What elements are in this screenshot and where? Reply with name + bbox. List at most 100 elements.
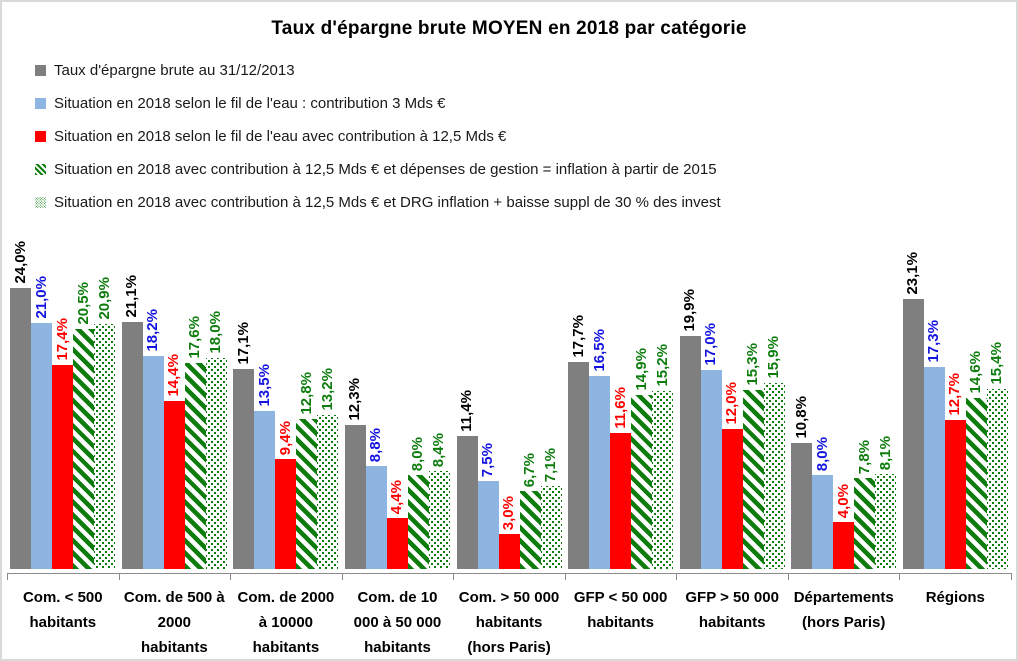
- value-label: 23,1%: [904, 252, 922, 295]
- bar-series-4: 15,3%: [742, 343, 764, 569]
- legend-item: Situation en 2018 selon le fil de l'eau …: [35, 126, 721, 147]
- value-label: 7,5%: [479, 442, 497, 477]
- value-label: 14,6%: [967, 351, 985, 394]
- axis-tick: [341, 573, 343, 580]
- bar-series-2: 8,8%: [365, 428, 387, 569]
- value-label: 17,0%: [702, 323, 720, 366]
- bar-series-5: 15,2%: [652, 344, 674, 569]
- bar-group: 17,7% 16,5% 11,6% 14,9% 15,2%: [565, 315, 677, 569]
- legend-swatch-series-5: [35, 197, 46, 208]
- bar-series-2: 8,0%: [812, 437, 834, 569]
- value-label: 15,4%: [988, 342, 1006, 385]
- value-label: 8,0%: [813, 436, 831, 471]
- value-label: 11,4%: [458, 390, 476, 432]
- value-label: 20,5%: [74, 282, 92, 325]
- bar-series-3: 9,4%: [275, 421, 297, 569]
- legend-series-label: Taux d'épargne brute au 31/12/2013: [54, 62, 295, 79]
- value-label: 12,8%: [297, 372, 315, 415]
- value-label: 8,4%: [430, 432, 448, 467]
- value-label: 24,0%: [11, 241, 29, 284]
- bar-series-5: 13,2%: [317, 368, 339, 569]
- value-label: 15,3%: [744, 343, 762, 386]
- legend-swatch-series-2: [35, 98, 46, 109]
- bar-series-1: 23,1%: [902, 252, 924, 569]
- bar-series-1: 11,4%: [456, 390, 478, 569]
- legend-item: Situation en 2018 avec contribution à 12…: [35, 159, 721, 180]
- bar-series-4: 8,0%: [407, 437, 429, 569]
- value-label: 3,0%: [500, 495, 518, 530]
- bar-series-2: 17,3%: [923, 320, 945, 569]
- value-label: 21,0%: [32, 276, 50, 319]
- value-label: 16,5%: [590, 329, 608, 372]
- value-label: 19,9%: [681, 289, 699, 332]
- bar-series-4: 14,9%: [631, 348, 653, 569]
- bar-group: 10,8% 8,0% 4,0% 7,8% 8,1%: [788, 396, 900, 569]
- bar-series-2: 18,2%: [142, 309, 164, 569]
- value-label: 15,9%: [765, 336, 783, 379]
- category-label: GFP > 50 000 habitants: [685, 589, 779, 631]
- x-axis: [7, 573, 1012, 580]
- bar-series-5: 8,1%: [875, 436, 897, 569]
- bar-group: 23,1% 17,3% 12,7% 14,6% 15,4%: [900, 252, 1012, 569]
- value-label: 17,6%: [186, 316, 204, 359]
- category-labels: Com. < 500 habitants Com. de 500 à 2000 h…: [7, 585, 1011, 659]
- bar-series-3: 14,4%: [163, 354, 185, 569]
- legend-series-label: Situation en 2018 selon le fil de l'eau …: [54, 128, 507, 145]
- bar-series-4: 20,5%: [73, 282, 95, 569]
- axis-tick: [7, 573, 8, 580]
- value-label: 14,4%: [165, 354, 183, 397]
- bar-series-4: 6,7%: [519, 453, 541, 569]
- bar-series-2: 17,0%: [700, 323, 722, 569]
- value-label: 21,1%: [123, 275, 141, 318]
- bar-series-3: 11,6%: [610, 387, 632, 569]
- value-label: 12,0%: [723, 382, 741, 425]
- bar-series-1: 10,8%: [791, 396, 813, 569]
- value-label: 17,4%: [53, 318, 71, 361]
- bar-series-5: 15,9%: [763, 336, 785, 569]
- value-label: 17,3%: [925, 320, 943, 363]
- value-label: 4,0%: [834, 483, 852, 518]
- legend-series-label: Situation en 2018 avec contribution à 12…: [54, 161, 717, 178]
- value-label: 8,1%: [876, 435, 894, 470]
- axis-tick: [1011, 573, 1012, 580]
- legend-item: Situation en 2018 avec contribution à 12…: [35, 192, 721, 213]
- bar-series-3: 4,0%: [833, 484, 855, 569]
- bar-series-5: 20,9%: [94, 277, 116, 569]
- value-label: 14,9%: [632, 348, 650, 391]
- bar-series-1: 17,7%: [568, 315, 590, 569]
- axis-tick: [564, 573, 566, 580]
- legend-item: Taux d'épargne brute au 31/12/2013: [35, 60, 721, 81]
- category-label: Départements (hors Paris): [793, 589, 894, 631]
- bar-series-3: 12,7%: [944, 373, 966, 569]
- bar-series-1: 12,3%: [344, 378, 366, 569]
- value-label: 6,7%: [521, 452, 539, 487]
- value-label: 20,9%: [95, 277, 113, 320]
- value-label: 17,1%: [234, 322, 252, 365]
- bar-series-1: 24,0%: [10, 241, 32, 569]
- bar-series-3: 4,4%: [386, 480, 408, 569]
- value-label: 11,6%: [611, 387, 629, 429]
- bar-series-2: 7,5%: [477, 443, 499, 569]
- bar-group: 19,9% 17,0% 12,0% 15,3% 15,9%: [676, 289, 788, 569]
- bar-series-4: 17,6%: [184, 316, 206, 569]
- value-label: 13,5%: [255, 364, 273, 407]
- bar-series-5: 8,4%: [428, 433, 450, 569]
- category-label: Com. de 10 000 à 50 000 habitants: [353, 589, 442, 656]
- bar-series-3: 17,4%: [52, 318, 74, 569]
- bar-series-3: 12,0%: [721, 382, 743, 569]
- bar-series-1: 19,9%: [679, 289, 701, 569]
- value-label: 12,3%: [346, 378, 364, 421]
- category-label: Com. > 50 000 habitants (hors Paris): [458, 589, 560, 656]
- bar-series-3: 3,0%: [498, 496, 520, 569]
- value-label: 15,2%: [653, 344, 671, 387]
- legend-item: Situation en 2018 selon le fil de l'eau …: [35, 93, 721, 114]
- bar-series-5: 15,4%: [986, 342, 1008, 569]
- value-label: 18,0%: [207, 311, 225, 354]
- legend-series-label: Situation en 2018 avec contribution à 12…: [54, 194, 721, 211]
- bar-group: 17,1% 13,5% 9,4% 12,8% 13,2%: [230, 322, 342, 569]
- value-label: 10,8%: [792, 396, 810, 439]
- value-label: 8,8%: [367, 427, 385, 462]
- axis-tick: [899, 573, 901, 580]
- bar-series-4: 7,8%: [854, 440, 876, 569]
